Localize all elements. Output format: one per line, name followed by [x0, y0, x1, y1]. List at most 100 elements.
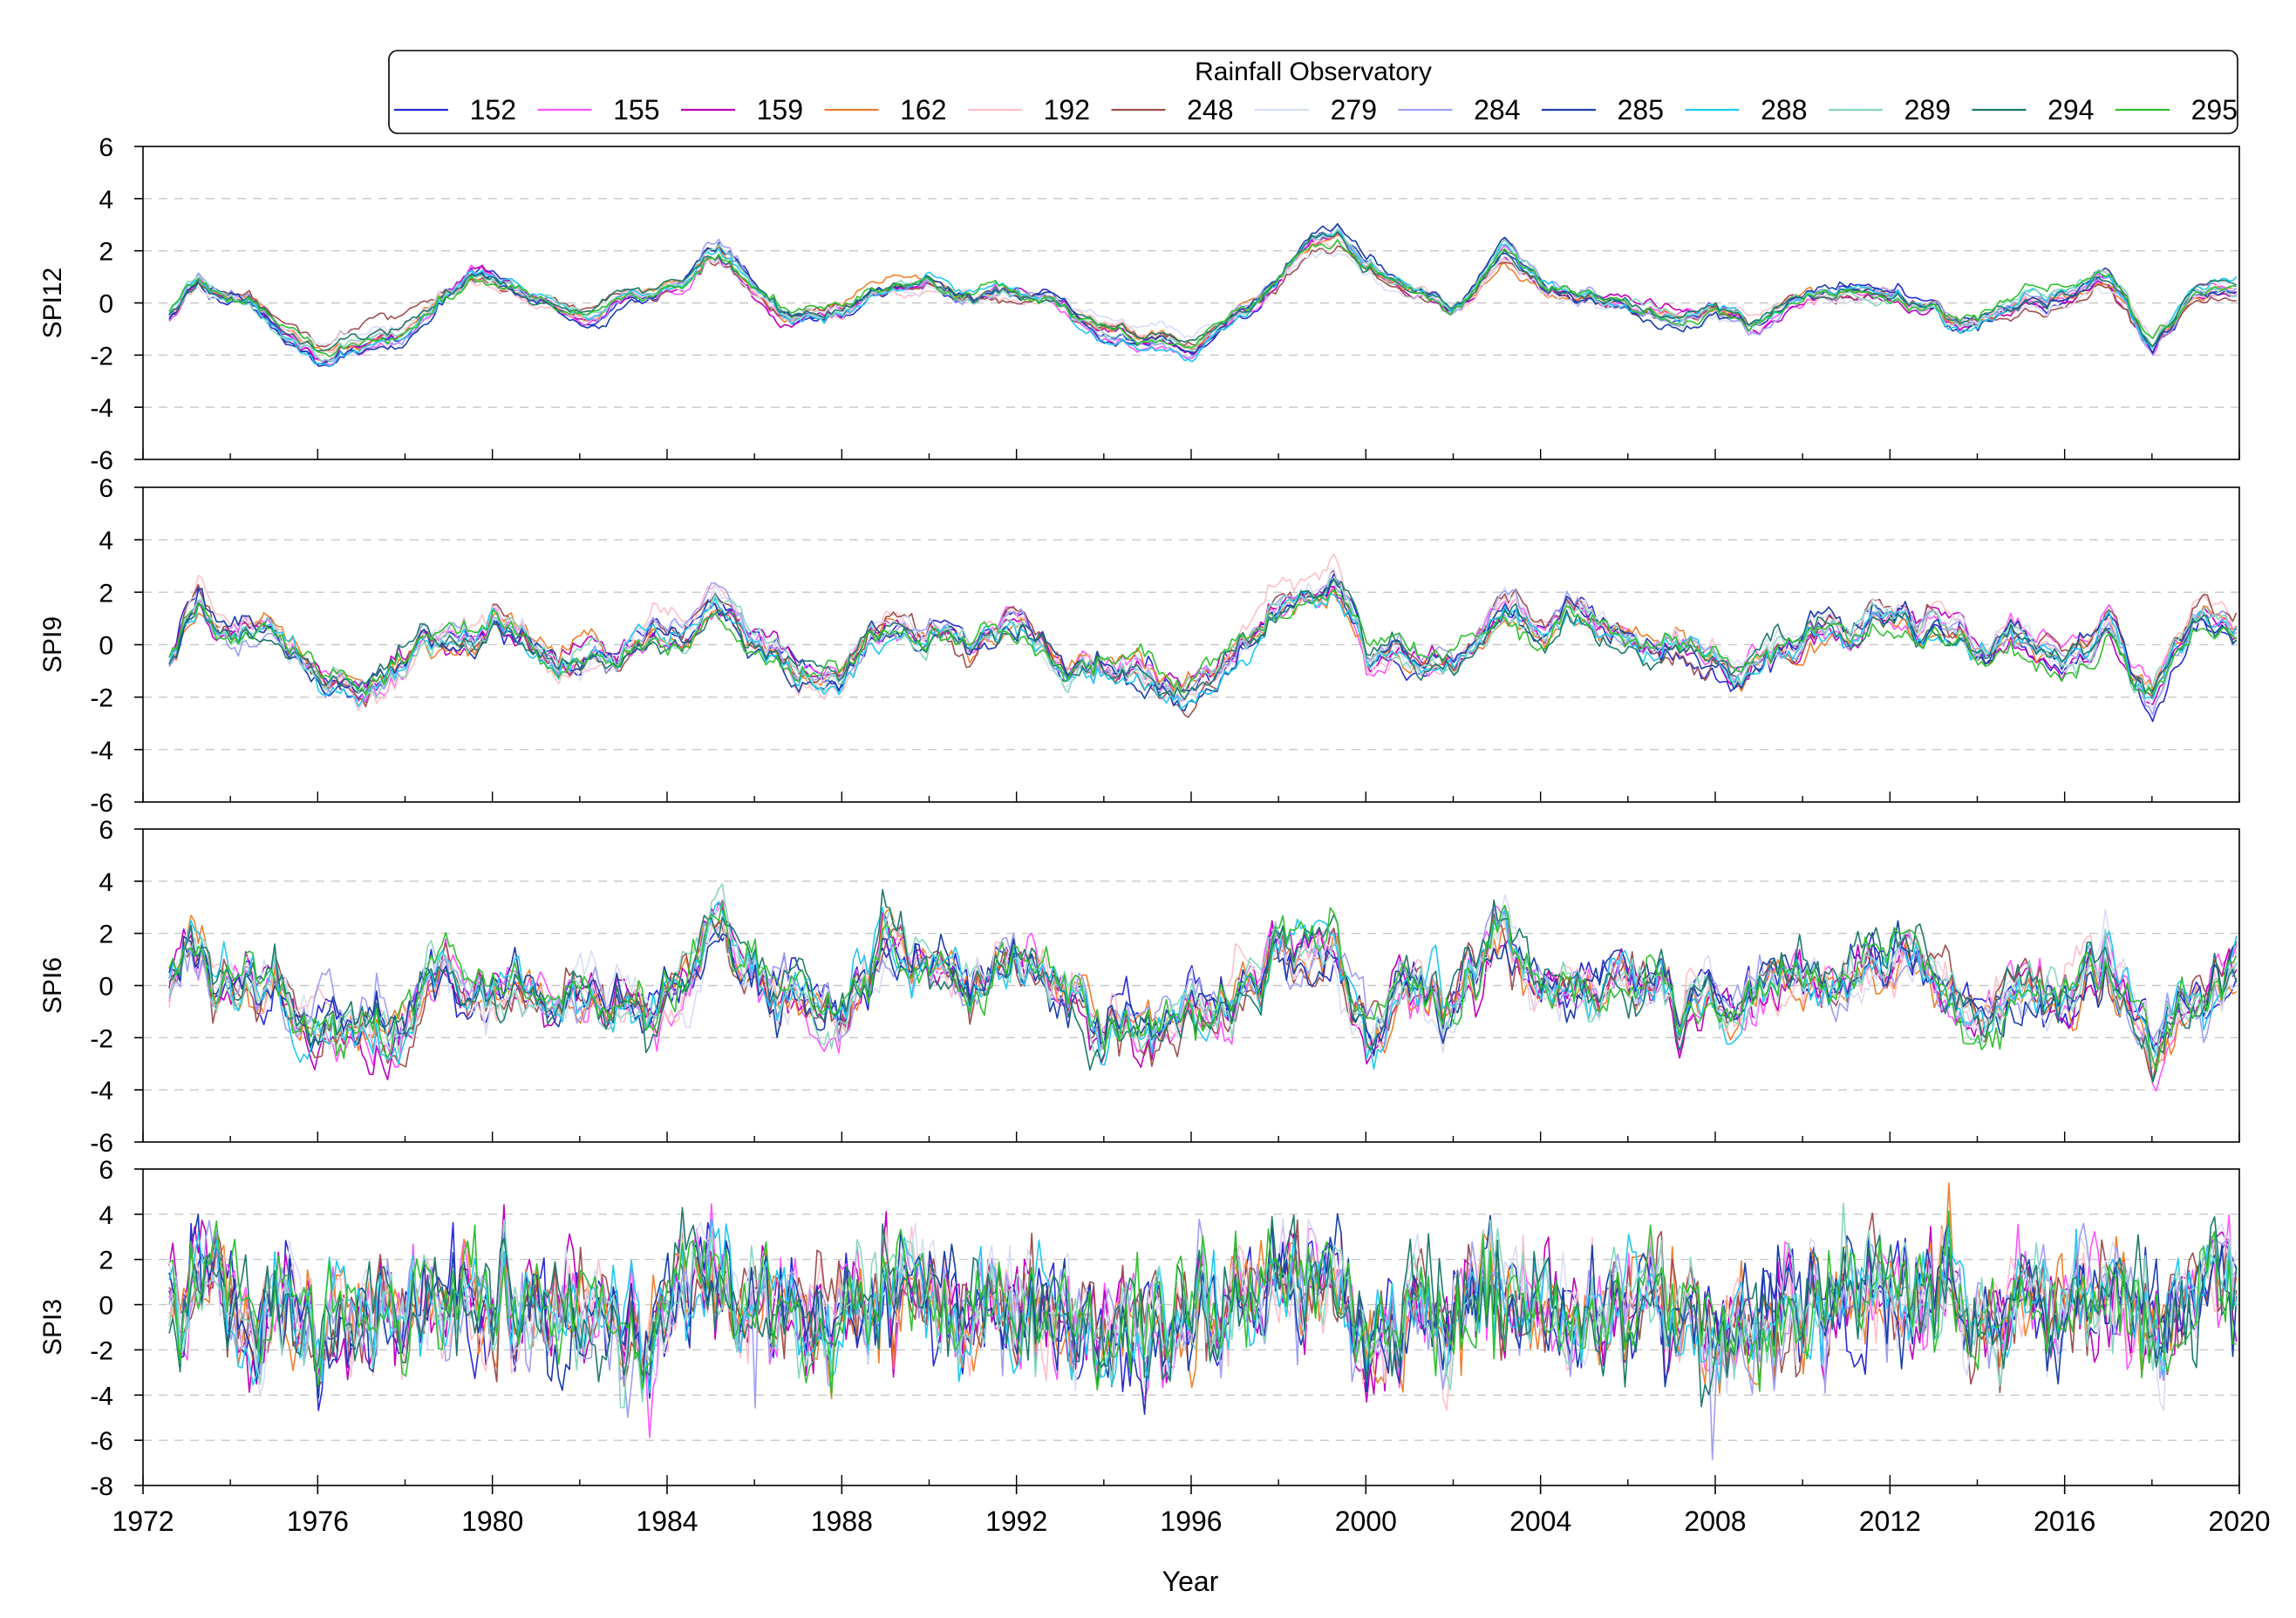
legend-title: Rainfall Observatory [1195, 58, 1432, 86]
x-tick-label: 2004 [1509, 1506, 1571, 1537]
series-288 [168, 228, 2238, 368]
y-tick-label: 2 [99, 921, 113, 949]
legend-label: 285 [1618, 94, 1664, 126]
y-tick-label: 6 [99, 816, 113, 845]
series-279 [168, 1217, 2238, 1411]
legend-entry-159: 159 [681, 94, 803, 126]
series-group [168, 222, 2238, 368]
y-axis-label: SPI6 [38, 957, 67, 1014]
y-tick-label: -2 [90, 1024, 113, 1053]
legend-label: 284 [1474, 94, 1520, 126]
y-tick-label: -4 [90, 1382, 113, 1411]
x-tick-label: 1976 [287, 1506, 349, 1537]
legend-entry-155: 155 [537, 94, 660, 126]
series-group [168, 553, 2238, 723]
panel-spi9: 6 4 2 0 -2 -4 -6 SPI9 [38, 474, 2240, 818]
legend-entry-284: 284 [1398, 94, 1521, 126]
legend-label: 248 [1187, 94, 1233, 126]
legend-label: 289 [1904, 94, 1951, 126]
x-tick-label: 1988 [811, 1506, 873, 1537]
y-tick-label: 6 [99, 474, 113, 503]
x-tick-label: 2020 [2208, 1506, 2270, 1537]
y-tick-label: -2 [90, 1336, 113, 1365]
legend-entry-285: 285 [1542, 94, 1664, 126]
legend-label: 152 [470, 94, 516, 126]
series-289 [168, 883, 2238, 1063]
y-tick-label: -6 [90, 789, 113, 818]
y-tick-label: -6 [90, 1129, 113, 1158]
y-tick-label: -4 [90, 1077, 113, 1105]
series-group [168, 883, 2238, 1092]
y-tick-label: 4 [99, 527, 113, 555]
y-axis-label: SPI9 [38, 616, 67, 673]
y-tick-label: 4 [99, 868, 113, 897]
legend-label: 155 [613, 94, 659, 126]
y-tick-label: 2 [99, 1247, 113, 1275]
legend-label: 279 [1331, 94, 1377, 126]
legend-label: 159 [757, 94, 803, 126]
legend-entry-152: 152 [394, 94, 516, 126]
legend-entry-162: 162 [824, 94, 947, 126]
legend-box [388, 50, 2238, 134]
series-289 [168, 577, 2238, 700]
y-tick-label: -4 [90, 394, 113, 423]
series-group [168, 1182, 2238, 1461]
x-axis-label: Year [1162, 1566, 1219, 1597]
series-295 [168, 239, 2237, 357]
y-axis-label: SPI12 [38, 268, 67, 339]
y-tick-label: 4 [99, 186, 113, 214]
x-tick-label: 1984 [636, 1506, 698, 1537]
legend-entry-295: 295 [2115, 94, 2238, 126]
legend-label: 288 [1761, 94, 1807, 126]
series-294 [168, 577, 2238, 701]
y-tick-label: 0 [99, 290, 113, 319]
legend-entry-288: 288 [1685, 94, 1808, 126]
panel-spi3: 6 4 2 0 -2 -4 -6 -8 SPI3 [38, 1156, 2240, 1501]
y-tick-label: -6 [90, 1427, 113, 1456]
legend-entry-294: 294 [1972, 94, 2095, 126]
y-tick-label: 2 [99, 238, 113, 267]
series-285 [168, 222, 2237, 365]
series-295 [168, 588, 2238, 696]
panel-spi6: 6 4 2 0 -2 -4 -6 SPI6 [38, 816, 2240, 1158]
series-288 [168, 1218, 2238, 1400]
y-tick-label: 4 [99, 1201, 113, 1230]
y-tick-label: -2 [90, 342, 113, 371]
series-248 [168, 913, 2238, 1083]
y-tick-label: -2 [90, 684, 113, 713]
y-tick-label: -4 [90, 737, 113, 765]
panel-spi12: 6 4 2 0 -2 -4 -6 SPI12 [38, 133, 2240, 475]
y-tick-label: 0 [99, 1292, 113, 1321]
x-tick-label: 1980 [461, 1506, 523, 1537]
y-tick-label: 2 [99, 579, 113, 608]
series-294 [168, 231, 2238, 352]
legend-entry-192: 192 [968, 94, 1090, 126]
legend-entry-279: 279 [1255, 94, 1377, 126]
x-tick-label: 1972 [112, 1506, 174, 1537]
series-248 [168, 1212, 2238, 1393]
legend-label: 294 [2047, 94, 2094, 126]
x-tick-label: 2008 [1684, 1506, 1746, 1537]
y-tick-label: 0 [99, 973, 113, 1002]
series-294 [168, 1207, 2238, 1408]
y-tick-label: 6 [99, 133, 113, 162]
legend-entry-289: 289 [1829, 94, 1951, 126]
x-tick-label: 1996 [1160, 1506, 1222, 1537]
series-295 [168, 901, 2238, 1071]
y-tick-label: -6 [90, 446, 113, 475]
y-tick-label: 0 [99, 632, 113, 661]
legend: Rainfall Observatory 152 155 159 162 192 248 2… [388, 50, 2238, 134]
legend-label: 295 [2191, 94, 2238, 126]
x-tick-label: 2000 [1335, 1506, 1397, 1537]
legend-entry-248: 248 [1111, 94, 1234, 126]
y-tick-label: -8 [90, 1472, 113, 1501]
x-tick-label: 2012 [1859, 1506, 1921, 1537]
y-tick-label: 6 [99, 1156, 113, 1185]
y-axis-label: SPI3 [38, 1299, 67, 1356]
series-295 [168, 1210, 2237, 1397]
legend-label: 192 [1044, 94, 1090, 126]
x-tick-label: 1992 [985, 1506, 1047, 1537]
legend-label: 162 [900, 94, 946, 126]
x-tick-label: 2016 [2034, 1506, 2095, 1537]
